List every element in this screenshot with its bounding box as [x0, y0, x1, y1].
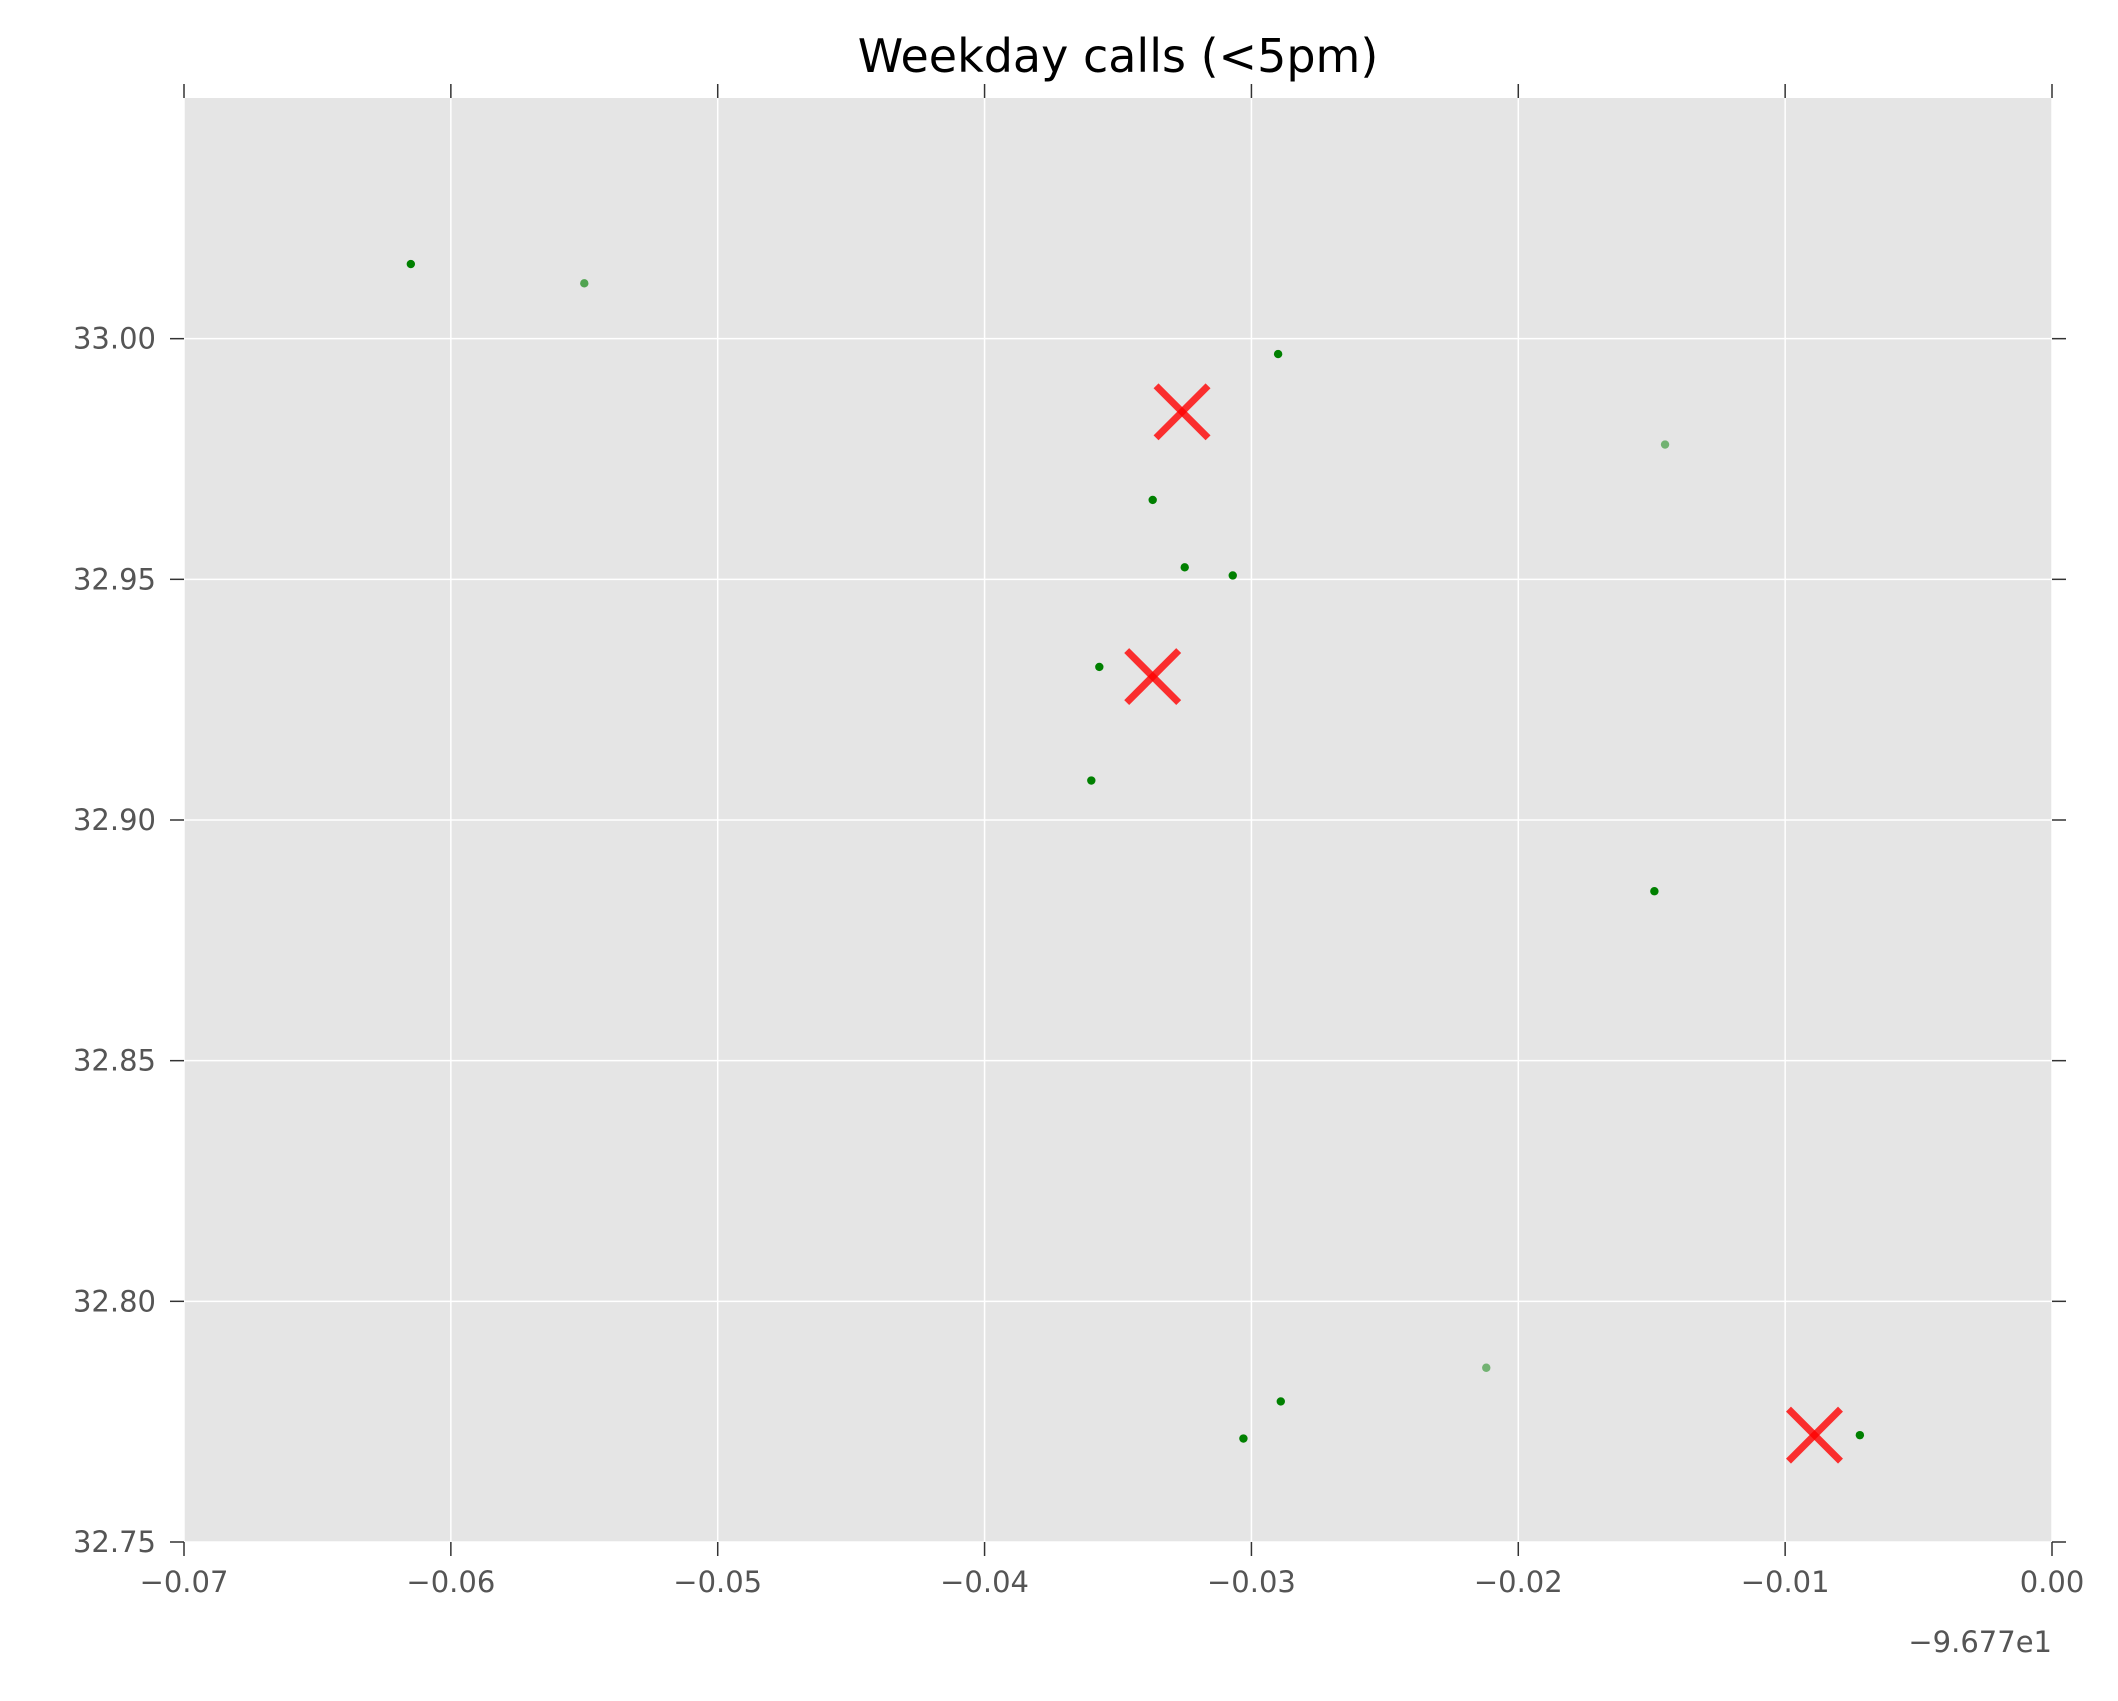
- x-tick-label: −0.03: [1207, 1565, 1296, 1599]
- centroid-x-marker: [1153, 383, 1211, 441]
- y-tick-label: 32.80: [73, 1284, 156, 1318]
- x-tick-label: −0.05: [673, 1565, 762, 1599]
- x-tick-label: −0.07: [140, 1565, 229, 1599]
- call-point: [1087, 776, 1096, 785]
- x-tick-label: −0.02: [1474, 1565, 1563, 1599]
- y-tick-label: 32.85: [73, 1044, 156, 1078]
- call-point: [1095, 662, 1104, 672]
- call-point: [1239, 1434, 1248, 1443]
- x-tick-label: −0.06: [406, 1565, 495, 1599]
- x-marker-stroke: [1786, 1406, 1843, 1464]
- y-tick-label: 32.75: [73, 1525, 156, 1559]
- call-point: [1482, 1363, 1491, 1372]
- x-tick-label: 0.00: [2020, 1565, 2085, 1599]
- call-point: [1273, 349, 1283, 359]
- call-point: [1660, 440, 1670, 449]
- tick-labels: −0.07 −0.06 −0.05 −0.04 −0.03 −0.02 −0.01 0.00 3…: [73, 322, 2084, 1599]
- y-tick-label: 33.00: [73, 322, 156, 356]
- call-point: [1855, 1430, 1865, 1440]
- x-tick-label: −0.01: [1741, 1565, 1830, 1599]
- x-tick-label: −0.04: [940, 1565, 1029, 1599]
- centroid-x-marker: [1786, 1406, 1843, 1464]
- call-point: [1650, 887, 1659, 896]
- y-tick-label: 32.95: [73, 562, 156, 596]
- chart-title: Weekday calls (<5pm): [858, 29, 1379, 83]
- axis-ticks: [170, 84, 2066, 1556]
- call-point: [1276, 1397, 1285, 1406]
- call-point: [580, 279, 589, 288]
- call-point: [1180, 563, 1189, 572]
- y-tick-label: 32.90: [73, 803, 156, 837]
- call-point: [1148, 495, 1157, 505]
- x-axis-offset-label: −9.677e1: [1908, 1625, 2052, 1659]
- data-marks: [406, 259, 1865, 1464]
- centroid-x-marker: [1124, 648, 1182, 706]
- call-point: [1228, 571, 1237, 580]
- call-point: [406, 259, 416, 269]
- x-marker-stroke: [1124, 648, 1182, 706]
- x-marker-stroke: [1153, 383, 1211, 441]
